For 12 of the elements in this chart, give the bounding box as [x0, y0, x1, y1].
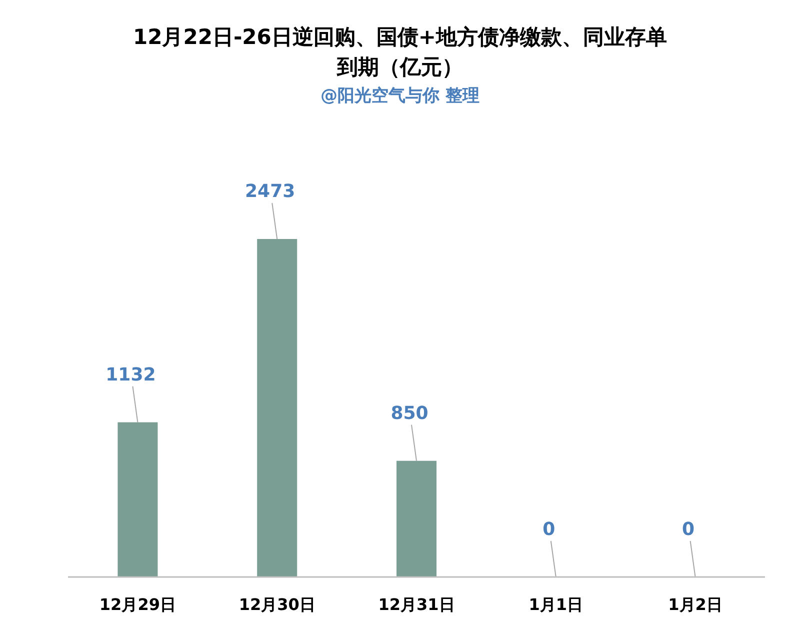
- x-tick-label: 12月31日: [378, 595, 455, 614]
- x-tick-label: 1月1日: [528, 595, 584, 614]
- x-tick-label: 12月30日: [238, 595, 316, 614]
- data-label: 2473: [245, 181, 296, 202]
- x-tick-label: 12月29日: [99, 595, 176, 614]
- data-label: 850: [390, 402, 428, 424]
- chart-title: 12月22日-26日逆回购、国债+地方债净缴款、同业存单到期（亿元）: [132, 24, 668, 81]
- x-tick-label: 1月2日: [668, 595, 722, 614]
- data-label: 1132: [106, 364, 156, 386]
- data-label: 0: [542, 519, 556, 540]
- data-label: 0: [682, 519, 695, 540]
- chart-subtitle: @阳光空气与你 整理: [320, 85, 480, 107]
